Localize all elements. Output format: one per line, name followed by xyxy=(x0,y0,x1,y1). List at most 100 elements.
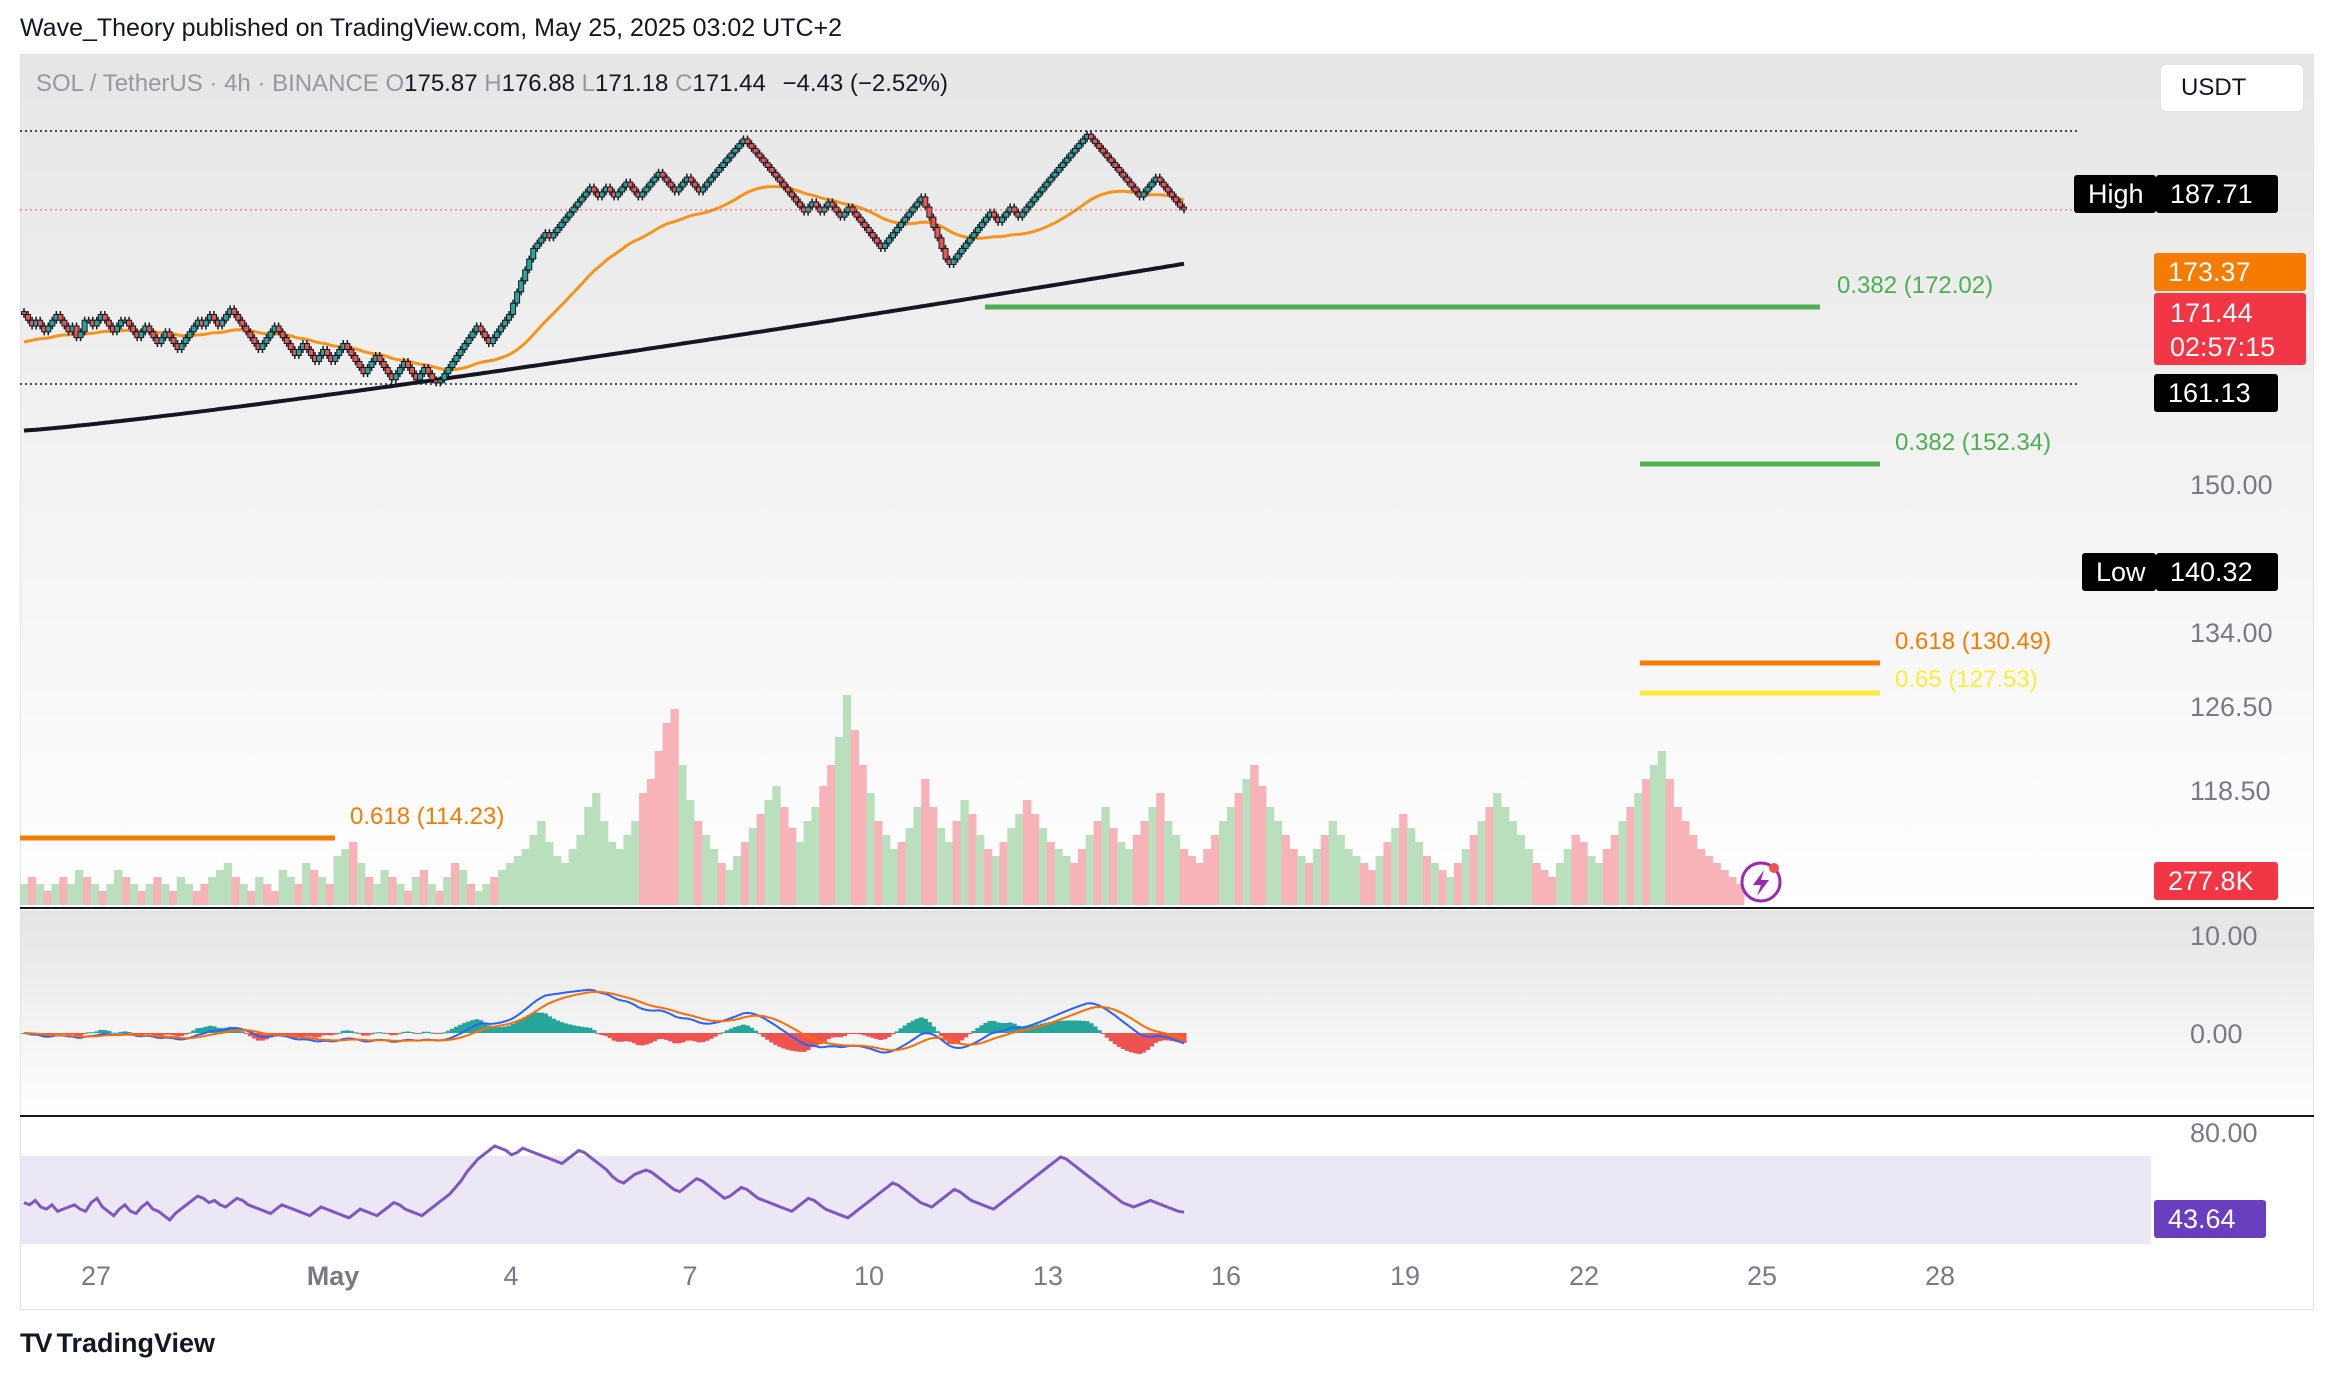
volume-bar xyxy=(1140,821,1149,905)
volume-bar xyxy=(646,779,656,905)
macd-histogram-bar xyxy=(466,1021,472,1033)
currency-button[interactable]: USDT xyxy=(2160,64,2304,112)
macd-histogram-bar xyxy=(344,1030,350,1033)
candle-body xyxy=(1100,147,1107,154)
candle-body xyxy=(182,337,189,345)
volume-bar xyxy=(678,765,687,905)
candle-body xyxy=(37,319,44,327)
macd-histogram-bar xyxy=(385,1033,391,1034)
volume-bar xyxy=(670,709,679,905)
macd-histogram-bar xyxy=(102,1029,108,1033)
volume-bar xyxy=(341,849,350,905)
volume-bar xyxy=(983,849,993,905)
macd-histogram-bar xyxy=(947,1033,953,1044)
macd-histogram-bar xyxy=(453,1026,459,1033)
macd-histogram-bar xyxy=(397,1033,403,1034)
candle-body xyxy=(958,247,965,255)
macd-histogram-bar xyxy=(494,1027,500,1033)
candle-body xyxy=(477,325,484,333)
macd-histogram-bar xyxy=(704,1033,710,1041)
volume-bar xyxy=(1548,877,1557,905)
candle-body xyxy=(101,313,108,321)
macd-histogram-bar xyxy=(906,1022,912,1033)
candle-body xyxy=(558,221,565,228)
macd-histogram-bar xyxy=(793,1033,799,1052)
macd-histogram-bar xyxy=(575,1026,581,1033)
macd-histogram-bar xyxy=(526,1015,532,1033)
volume-bar xyxy=(286,877,295,905)
macd-histogram-bar xyxy=(619,1033,625,1042)
macd-histogram-bar xyxy=(429,1032,435,1034)
macd-histogram-bar xyxy=(1132,1033,1138,1054)
macd-histogram-bar xyxy=(724,1030,730,1033)
macd-histogram-bar xyxy=(841,1033,847,1037)
candle-body xyxy=(231,308,238,315)
candle-body xyxy=(126,319,133,327)
volume-bar xyxy=(976,835,985,905)
chart-frame xyxy=(20,54,2314,1310)
axes: 27 May 4 7 10 13 16 19 22 25 28 150.00 134.00 126.50 1… xyxy=(81,470,2273,1291)
candle-body xyxy=(259,343,266,350)
macd-histogram-bar xyxy=(817,1033,823,1045)
candle-body xyxy=(792,196,799,203)
candle-body xyxy=(720,162,727,168)
volume-bar xyxy=(137,891,146,905)
macd-histogram-bar xyxy=(983,1022,989,1033)
x-tick-label: 16 xyxy=(1211,1261,1241,1291)
macd-histogram-bar xyxy=(167,1033,173,1035)
macd-histogram-bar xyxy=(1060,1020,1066,1033)
macd-histogram-bar xyxy=(110,1032,116,1034)
rsi-value-tag: 43.64 xyxy=(2168,1204,2236,1234)
candle-body xyxy=(780,181,787,188)
macd-histogram-bar xyxy=(696,1033,702,1043)
macd-histogram-bar xyxy=(1145,1033,1151,1050)
candle-body xyxy=(267,331,274,339)
volume-bar xyxy=(874,821,883,905)
candle-body xyxy=(489,337,496,345)
high-value-tag-bg xyxy=(2156,175,2278,213)
change-value: −4.43 (−2.52%) xyxy=(782,70,948,97)
candle-body xyxy=(449,360,456,369)
candle-body xyxy=(679,181,686,188)
volume-bar xyxy=(1430,863,1439,905)
volume-bar xyxy=(537,821,546,905)
volume-bar xyxy=(866,793,875,905)
volume-bar xyxy=(121,877,131,905)
macd-histogram-bar xyxy=(882,1033,888,1040)
alert-icon[interactable] xyxy=(1740,861,1782,903)
macd-histogram-bar xyxy=(70,1033,76,1035)
macd-histogram-bar xyxy=(829,1033,835,1038)
candle-body xyxy=(813,201,820,208)
volume-bar xyxy=(1508,821,1518,905)
candle-body xyxy=(1063,157,1070,164)
macd-histogram-bar xyxy=(995,1022,1001,1033)
last-price-tag: 171.44 xyxy=(2170,298,2253,328)
candle-body xyxy=(898,221,905,228)
macd-histogram-bar xyxy=(692,1033,698,1042)
tradingview-logo[interactable]: TV TradingView xyxy=(20,1328,215,1359)
candle-body xyxy=(667,181,674,188)
macd-histogram-bar xyxy=(991,1021,997,1033)
candle-body xyxy=(724,157,731,164)
volume-bar xyxy=(1344,849,1353,905)
macd-histogram-bar xyxy=(1015,1025,1021,1033)
candle-body xyxy=(219,319,226,327)
candle-body xyxy=(409,367,416,375)
volume-bar xyxy=(364,877,374,905)
candle-body xyxy=(1019,211,1026,218)
volume-bar xyxy=(991,856,1001,905)
macd-histogram-bar xyxy=(239,1031,245,1033)
volume-bar xyxy=(302,863,311,905)
volume-bar xyxy=(1524,849,1533,905)
volume-bar xyxy=(999,842,1008,905)
open-label: O xyxy=(385,70,405,97)
volume-bar xyxy=(1085,835,1095,905)
macd-histogram-bar xyxy=(1064,1020,1070,1033)
macd-histogram-bar xyxy=(837,1033,843,1038)
candle-body xyxy=(190,325,197,333)
macd-histogram-bar xyxy=(122,1031,128,1033)
symbol-name[interactable]: SOL / TetherUS · 4h · BINANCE xyxy=(36,70,379,97)
publish-header: Wave_Theory published on TradingView.com… xyxy=(20,14,842,42)
macd-histogram-bar xyxy=(627,1033,633,1042)
